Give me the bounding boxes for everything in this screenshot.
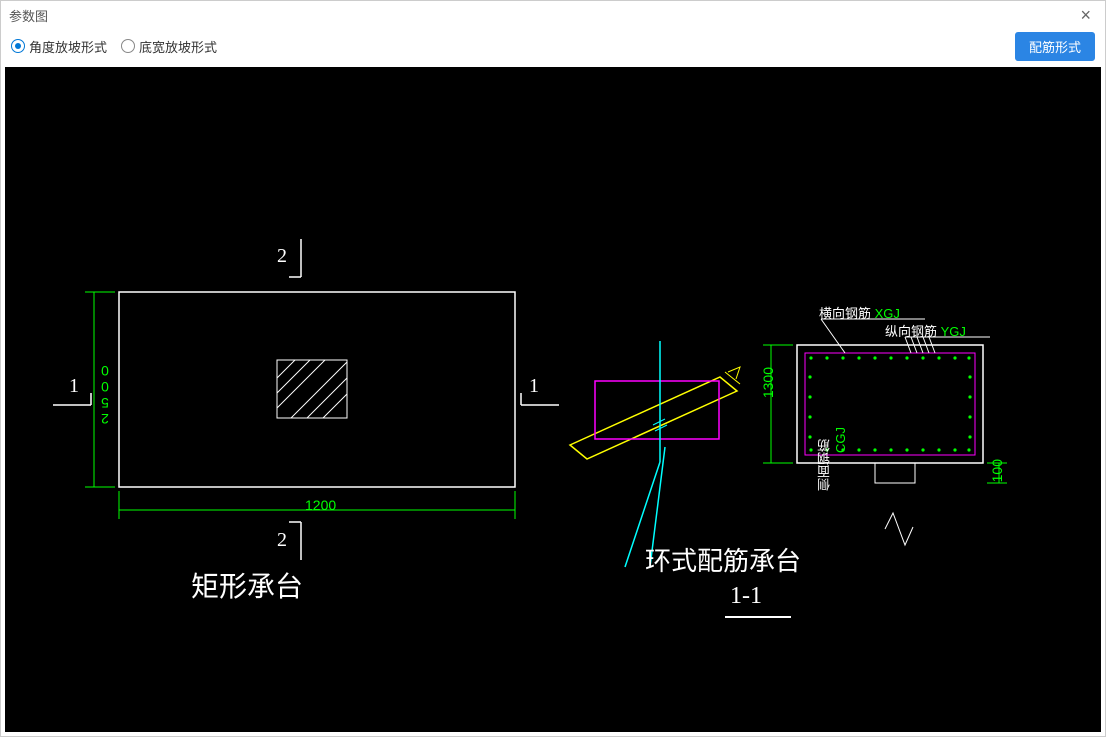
radio-checked-icon	[11, 39, 25, 53]
section-caption: 1-1	[730, 583, 762, 610]
radio-width-slope[interactable]: 底宽放坡形式	[121, 37, 217, 56]
radio-angle-slope[interactable]: 角度放坡形式	[11, 37, 107, 56]
rebar-h-annotation: 横向钢筋 XGJ	[819, 303, 900, 322]
rebar-form-button[interactable]: 配筋形式	[1015, 32, 1095, 61]
left-figure-caption: 矩形承台	[191, 565, 303, 605]
dim-bottom-value: 1200	[305, 497, 336, 513]
radio-width-label: 底宽放坡形式	[139, 37, 217, 56]
dim-left-value: 2500	[97, 363, 113, 427]
drawing-svg	[5, 67, 1101, 732]
section-label-2-bottom: 2	[277, 529, 287, 552]
drawing-canvas: 1200 2500 1 1 2 2 矩形承台 环式配筋承台 1-1 1300 1…	[5, 67, 1101, 732]
radio-unchecked-icon	[121, 39, 135, 53]
dialog-window: 参数图 × 角度放坡形式 底宽放坡形式 配筋形式	[0, 0, 1106, 737]
section-label-1-left: 1	[69, 375, 79, 398]
window-title: 参数图	[9, 6, 48, 25]
iso-figure-caption: 环式配筋承台	[645, 541, 801, 578]
section-label-2-top: 2	[277, 245, 287, 268]
close-icon[interactable]: ×	[1074, 5, 1097, 26]
titlebar: 参数图 ×	[1, 1, 1105, 29]
section-dim-right: 100	[989, 459, 1005, 482]
side-rebar-annotation: 侧面钢筋	[815, 439, 834, 491]
side-rebar-code: CGJ	[833, 427, 848, 453]
radio-angle-label: 角度放坡形式	[29, 37, 107, 56]
rebar-h-label: 横向钢筋	[819, 306, 871, 321]
section-label-1-right: 1	[529, 375, 539, 398]
toolbar: 角度放坡形式 底宽放坡形式 配筋形式	[1, 29, 1105, 63]
side-rebar-label: 侧面钢筋	[817, 439, 832, 491]
section-dim-left: 1300	[760, 367, 776, 398]
rebar-v-code: YGJ	[941, 324, 966, 339]
rebar-v-label: 纵向钢筋	[885, 324, 937, 339]
slope-mode-radio-group: 角度放坡形式 底宽放坡形式	[11, 37, 217, 56]
rebar-v-annotation: 纵向钢筋 YGJ	[885, 321, 966, 340]
rebar-h-code: XGJ	[875, 306, 900, 321]
